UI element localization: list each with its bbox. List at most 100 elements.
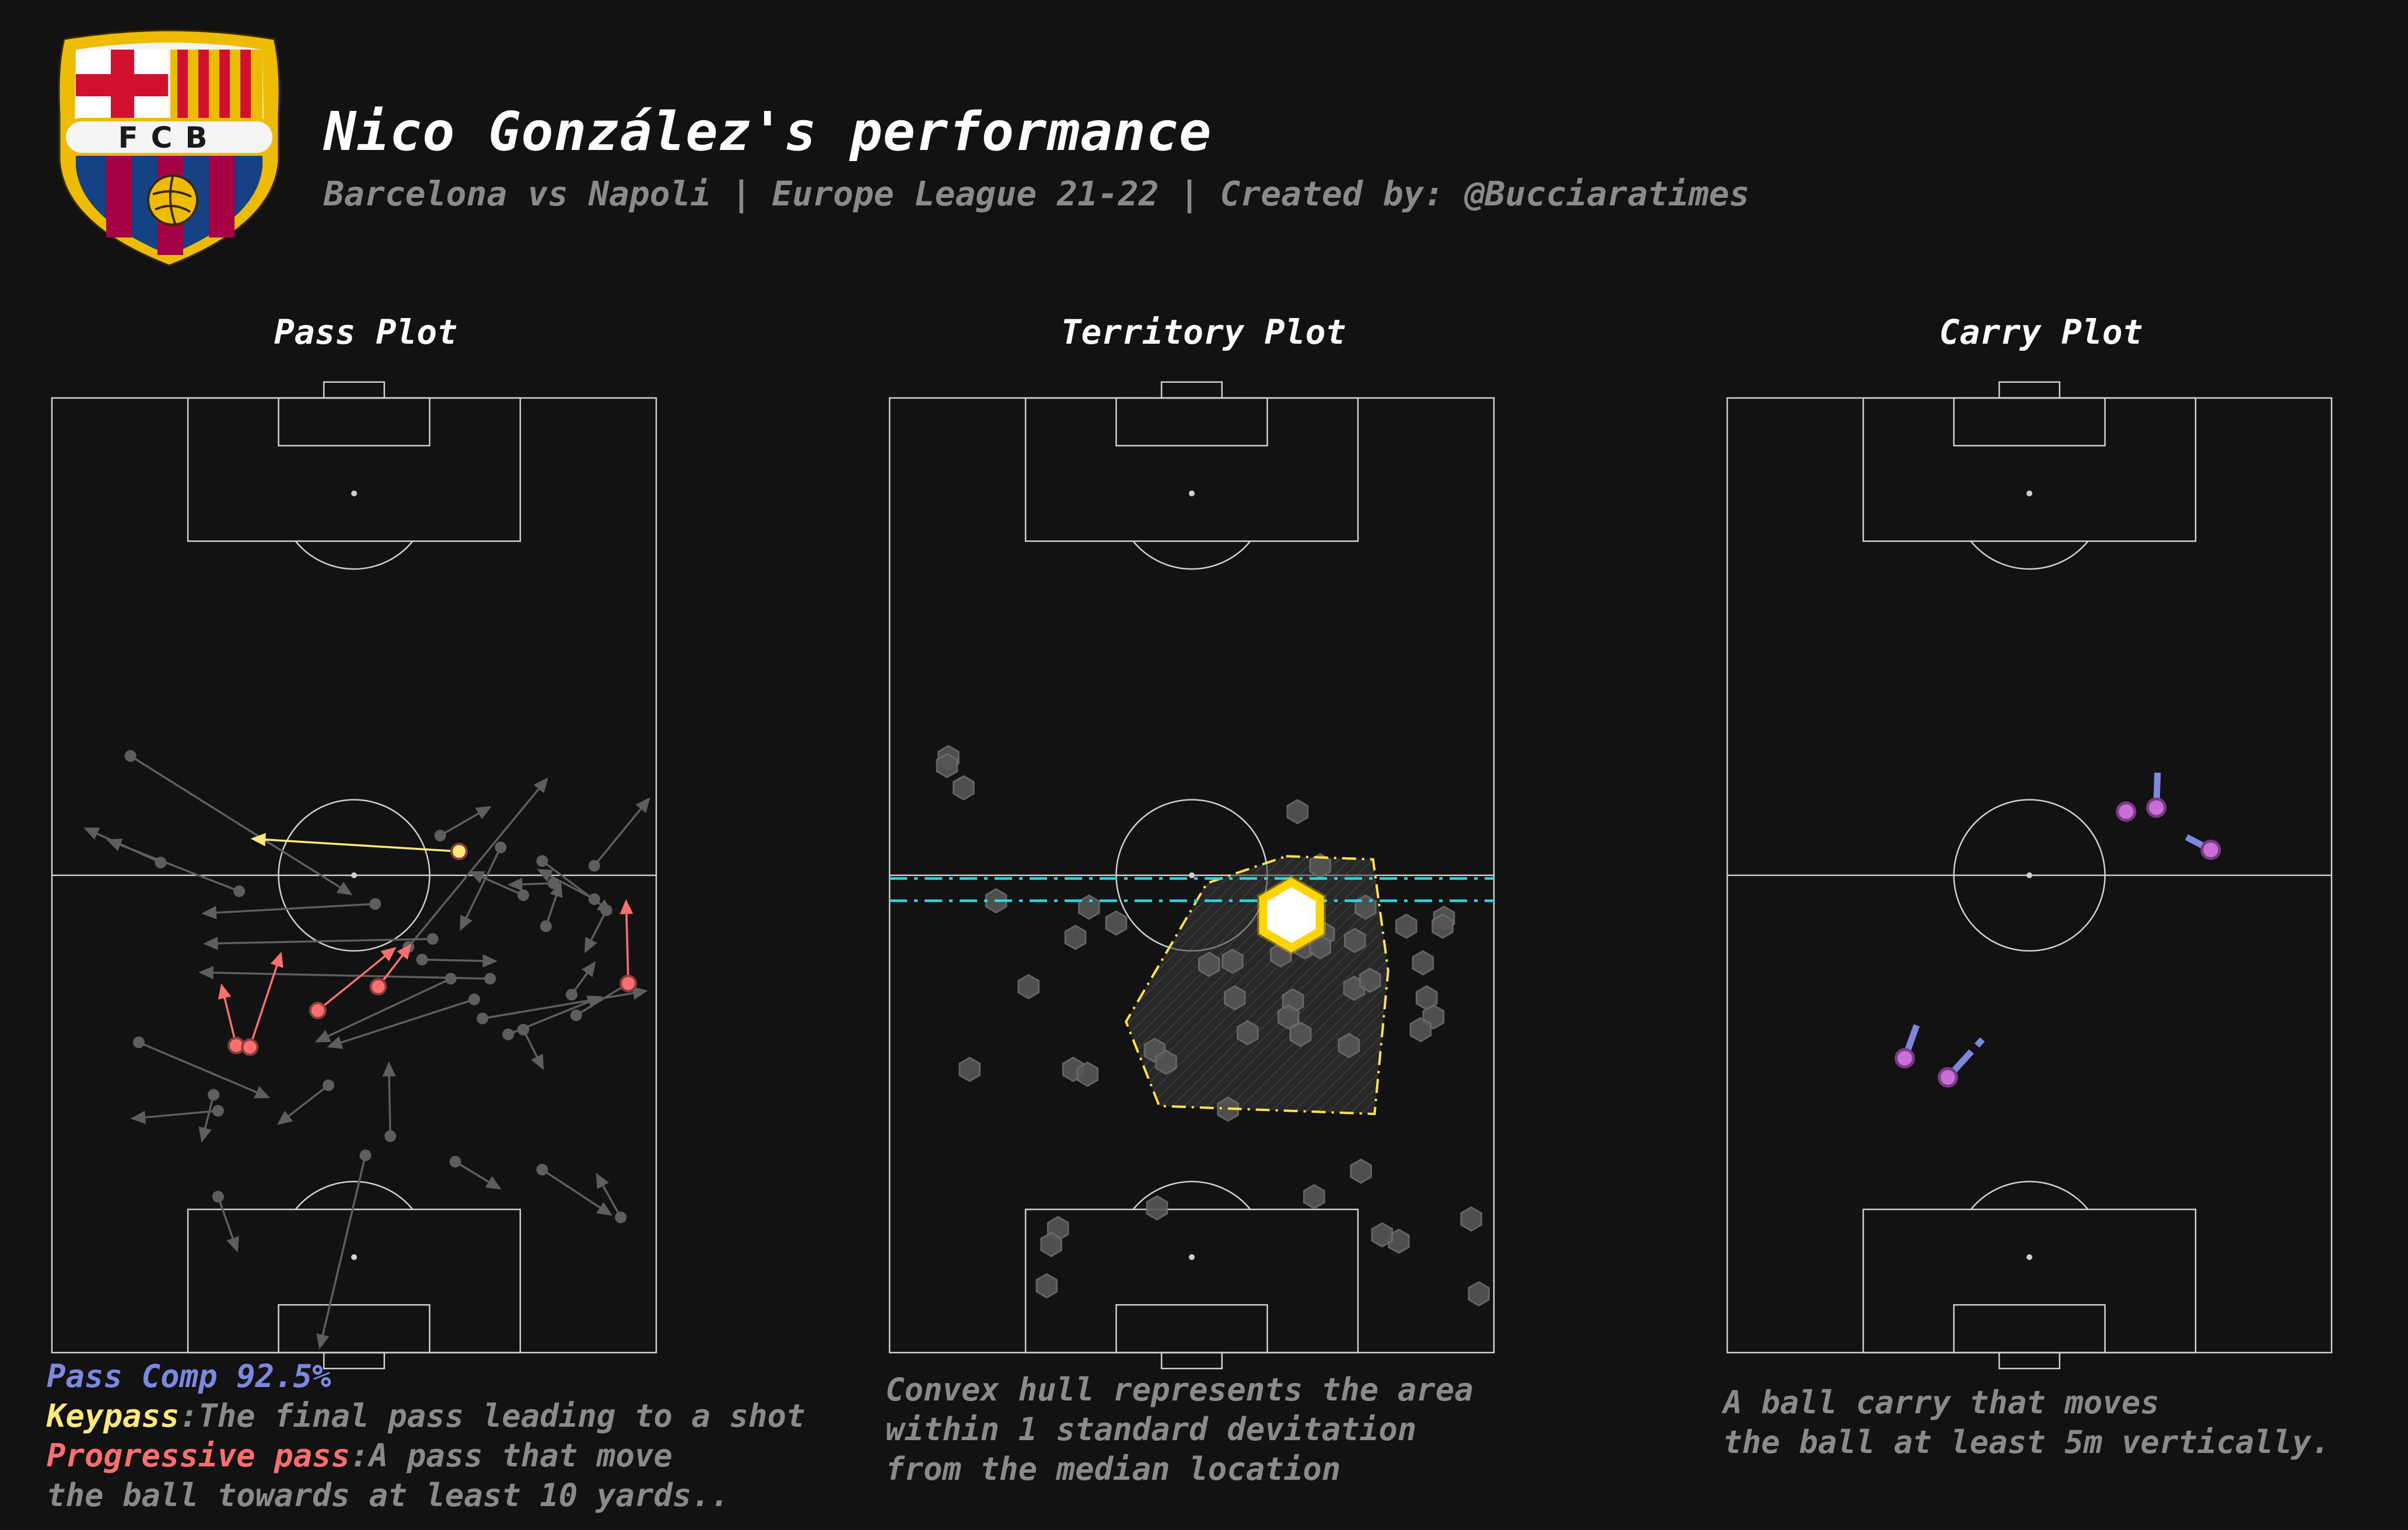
pass-origin-dot — [540, 920, 552, 932]
touch-point-44 — [1040, 1231, 1062, 1257]
pass-origin-dot — [208, 1089, 220, 1101]
bottom-penalty-arc — [1132, 1180, 1251, 1210]
normal-pass-28 — [198, 1089, 220, 1143]
pass-origin-dot — [570, 1009, 582, 1021]
pass-arrowhead — [130, 1110, 146, 1124]
fc-barcelona-crest-logo: FCB — [58, 29, 281, 267]
pitch-markings — [51, 381, 657, 1370]
pass-line — [249, 961, 279, 1048]
territory-note-line-1: Convex hull represents the area — [886, 1371, 1474, 1408]
pass-arrowhead — [327, 1036, 344, 1049]
normal-pass-32 — [596, 1172, 627, 1224]
touch-point-30 — [1409, 1016, 1432, 1043]
pass-arrowhead — [632, 986, 648, 1000]
carry-note-line-2: the ball at least 5m vertically. — [1723, 1424, 2330, 1461]
pitch-markings — [888, 381, 1495, 1370]
touch-point-16 — [1343, 928, 1366, 953]
pass-origin-dot — [309, 1001, 327, 1019]
carry-plot-note: A ball carry that moves the ball at leas… — [1723, 1383, 2330, 1462]
territory-plot-note: Convex hull represents the area within 1… — [886, 1370, 1474, 1489]
centre-spot — [351, 872, 357, 878]
bottom-goal — [1160, 1351, 1223, 1370]
normal-pass-7 — [460, 841, 507, 931]
pass-arrowhead — [336, 881, 353, 896]
normal-pass-21 — [517, 1024, 544, 1071]
centre-circle — [1953, 799, 2106, 952]
pass-arrowhead — [218, 983, 232, 1000]
bottom-goal — [323, 1351, 386, 1370]
pass-arrowhead — [635, 797, 650, 813]
touch-point-17 — [1395, 913, 1418, 939]
pass-origin-dot — [600, 904, 612, 916]
pass-line — [407, 785, 542, 948]
page-subtitle: Barcelona vs Napoli | Europe League 21-2… — [324, 174, 1750, 214]
carry-start-dot — [2200, 839, 2221, 860]
normal-pass-14 — [584, 904, 612, 953]
pass-line — [320, 1155, 367, 1340]
touch-point-27 — [1359, 967, 1381, 993]
normal-pass-26 — [382, 1061, 397, 1143]
pass-arrowhead — [468, 871, 485, 883]
logo-fcb-text: FCB — [118, 121, 220, 155]
pass-arrowhead — [596, 1201, 612, 1216]
top-goal — [323, 381, 386, 399]
bottom-penalty-arc — [1970, 1180, 2089, 1210]
pass-plot-legend: Pass Comp 92.5% Keypass:The final pass l… — [47, 1357, 805, 1515]
normal-pass-19 — [477, 986, 648, 1025]
progressive-pass-legend-desc: :A pass that move — [350, 1437, 673, 1474]
pass-origin-dot — [322, 1079, 334, 1091]
progressive-pass-38 — [241, 951, 284, 1056]
key-pass-39 — [250, 833, 468, 861]
top-penalty-spot — [2027, 490, 2032, 497]
territory-note-line-2: within 1 standard devitation — [886, 1411, 1417, 1448]
top-six-yard-box — [1953, 397, 2106, 447]
touch-point-43 — [1146, 1195, 1168, 1221]
pass-arrowhead — [380, 946, 397, 962]
normal-pass-27 — [130, 1105, 224, 1124]
pass-line — [600, 1181, 622, 1218]
pass-line — [209, 971, 491, 980]
pass-line — [463, 847, 502, 923]
carry-0 — [2146, 765, 2167, 818]
progressive-pass-36 — [309, 946, 397, 1019]
pass-arrowhead — [201, 906, 217, 920]
pass-line — [439, 810, 483, 837]
carry-4 — [1937, 1032, 1990, 1088]
touch-point-49 — [1035, 1273, 1058, 1299]
territory-note-line-3: from the median location — [886, 1451, 1341, 1487]
pass-arrowhead — [382, 1061, 396, 1077]
top-penalty-arc — [1132, 540, 1251, 570]
normal-pass-13 — [588, 797, 650, 872]
pass-origin-dot — [233, 885, 246, 897]
carry-start-dot — [2116, 801, 2137, 822]
normal-pass-6 — [203, 933, 439, 951]
pass-line — [141, 1109, 219, 1119]
pass-origin-dot — [369, 977, 387, 995]
top-penalty-box — [1862, 397, 2197, 542]
normal-pass-17 — [416, 953, 498, 968]
pass-origin-dot — [536, 855, 548, 867]
pass-arrowhead — [226, 1236, 239, 1253]
pass-origin-dot — [517, 1024, 530, 1036]
pass-line — [478, 874, 524, 896]
normal-pass-1 — [83, 827, 167, 869]
pass-arrowhead — [485, 1176, 502, 1190]
top-penalty-spot — [351, 490, 357, 497]
top-penalty-box — [1024, 397, 1359, 542]
normal-pass-0 — [124, 750, 353, 896]
pass-line — [388, 1071, 391, 1137]
normal-pass-24 — [132, 1036, 271, 1099]
progressive-pass-35 — [369, 944, 412, 995]
pass-origin-dot — [384, 1130, 397, 1143]
normal-pass-31 — [536, 1164, 612, 1216]
bottom-penalty-spot — [1189, 1254, 1195, 1260]
pass-arrowhead — [620, 899, 634, 914]
top-penalty-spot — [1189, 490, 1195, 497]
normal-pass-23 — [565, 961, 596, 1001]
touch-point-19 — [1432, 913, 1454, 939]
pass-origin-dot — [369, 898, 382, 910]
pitch-markings — [1726, 381, 2333, 1370]
pass-line — [138, 1041, 261, 1095]
normal-pass-18 — [327, 993, 480, 1049]
pass-origin-dot — [450, 843, 468, 861]
